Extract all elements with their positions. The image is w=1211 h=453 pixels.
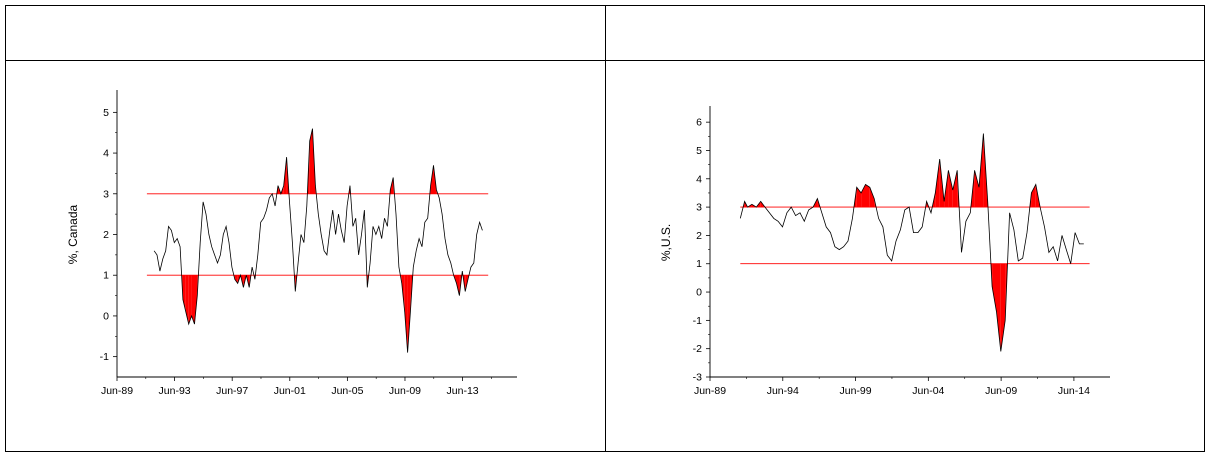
table-row-divider [5, 60, 1205, 61]
y-tick-label: 2 [696, 230, 702, 242]
y-tick-label: 3 [103, 188, 109, 200]
x-tick-label: Jun-89 [101, 385, 133, 397]
y-axis-title: %,U.S. [659, 224, 673, 261]
series-line [153, 128, 483, 353]
x-tick-label: Jun-94 [767, 385, 799, 397]
above-band-fill-segment [935, 159, 940, 208]
x-tick-label: Jun-04 [912, 385, 944, 397]
y-tick-label: -2 [693, 343, 702, 355]
below-band-fill-segment [367, 275, 369, 288]
above-band-fill-segment [760, 201, 765, 208]
y-tick-label: 2 [103, 229, 109, 241]
above-band-fill-segment [948, 170, 953, 208]
below-band-fill-segment [404, 275, 408, 353]
x-tick-label: Jun-14 [1058, 385, 1090, 397]
x-tick-label: Jun-99 [840, 385, 872, 397]
y-tick-label: -3 [693, 372, 702, 384]
series-line [739, 133, 1084, 352]
above-band-fill-segment [869, 187, 875, 208]
x-tick-label: Jun-13 [447, 385, 479, 397]
table-column-divider [605, 5, 606, 452]
below-band-fill-segment [407, 275, 411, 353]
above-band-fill-segment [865, 184, 870, 208]
canada-inflation-chart: -1 0 1 2 3 4 5 Jun-89 Jun-93 Jun-97 Jun-01 Jun-05 Ju… [66, 90, 517, 397]
x-tick-label: Jun-89 [694, 385, 726, 397]
below-band-fill-segment [188, 275, 192, 325]
x-tick-label: Jun-05 [331, 385, 363, 397]
above-band-fill-segment [925, 201, 927, 208]
us-inflation-chart: -3 -2 -1 0 1 2 3 4 5 6 Jun-89 Jun-94 Jun-99 Jun-04 Jun… [659, 106, 1110, 397]
above-band-fill-segment [1031, 184, 1036, 208]
y-tick-label: 1 [103, 270, 109, 282]
y-tick-label: 5 [103, 107, 109, 119]
above-band-fill-segment [979, 133, 984, 208]
below-band-fill-segment [456, 275, 460, 296]
below-band-fill-segment [185, 275, 189, 325]
y-tick-label: 0 [696, 287, 702, 299]
below-band-fill-segment [182, 275, 186, 312]
above-band-fill-segment [856, 187, 862, 208]
us-chart-panel: -3 -2 -1 0 1 2 3 4 5 6 Jun-89 Jun-94 Jun-99 Jun-04 Jun… [607, 62, 1206, 450]
above-band-fill-segment [817, 198, 820, 208]
below-band-fill-segment [996, 263, 1001, 352]
x-tick-label: Jun-09 [985, 385, 1017, 397]
y-tick-label: -1 [100, 351, 109, 363]
below-band-fill-segment [1000, 263, 1006, 352]
y-tick-label: 4 [696, 173, 702, 185]
x-tick-label: Jun-97 [216, 385, 248, 397]
above-band-fill-segment [861, 184, 866, 208]
below-band-fill-segment [237, 275, 241, 284]
x-tick-label: Jun-09 [389, 385, 421, 397]
y-tick-label: 6 [696, 117, 702, 129]
below-band-fill-segment [992, 263, 997, 312]
above-band-fill-segment [974, 170, 979, 208]
above-band-fill-segment [952, 170, 958, 208]
y-tick-label: 5 [696, 145, 702, 157]
y-axis-title: %, Canada [66, 204, 80, 264]
canada-chart-panel: -1 0 1 2 3 4 5 Jun-89 Jun-93 Jun-97 Jun-01 Jun-05 Ju… [6, 62, 605, 450]
x-tick-label: Jun-01 [274, 385, 306, 397]
above-band-fill-segment [309, 128, 313, 194]
y-tick-label: 4 [103, 148, 109, 160]
y-tick-label: -1 [693, 315, 702, 327]
below-band-fill-segment [234, 275, 238, 284]
below-band-fill-segment [191, 275, 195, 325]
y-tick-label: 1 [696, 258, 702, 270]
below-band-fill-segment [294, 275, 296, 292]
x-tick-label: Jun-93 [159, 385, 191, 397]
y-tick-label: 0 [103, 310, 109, 322]
y-tick-label: 3 [696, 202, 702, 214]
below-band-fill-segment [194, 275, 198, 325]
above-band-fill-segment [307, 140, 310, 194]
